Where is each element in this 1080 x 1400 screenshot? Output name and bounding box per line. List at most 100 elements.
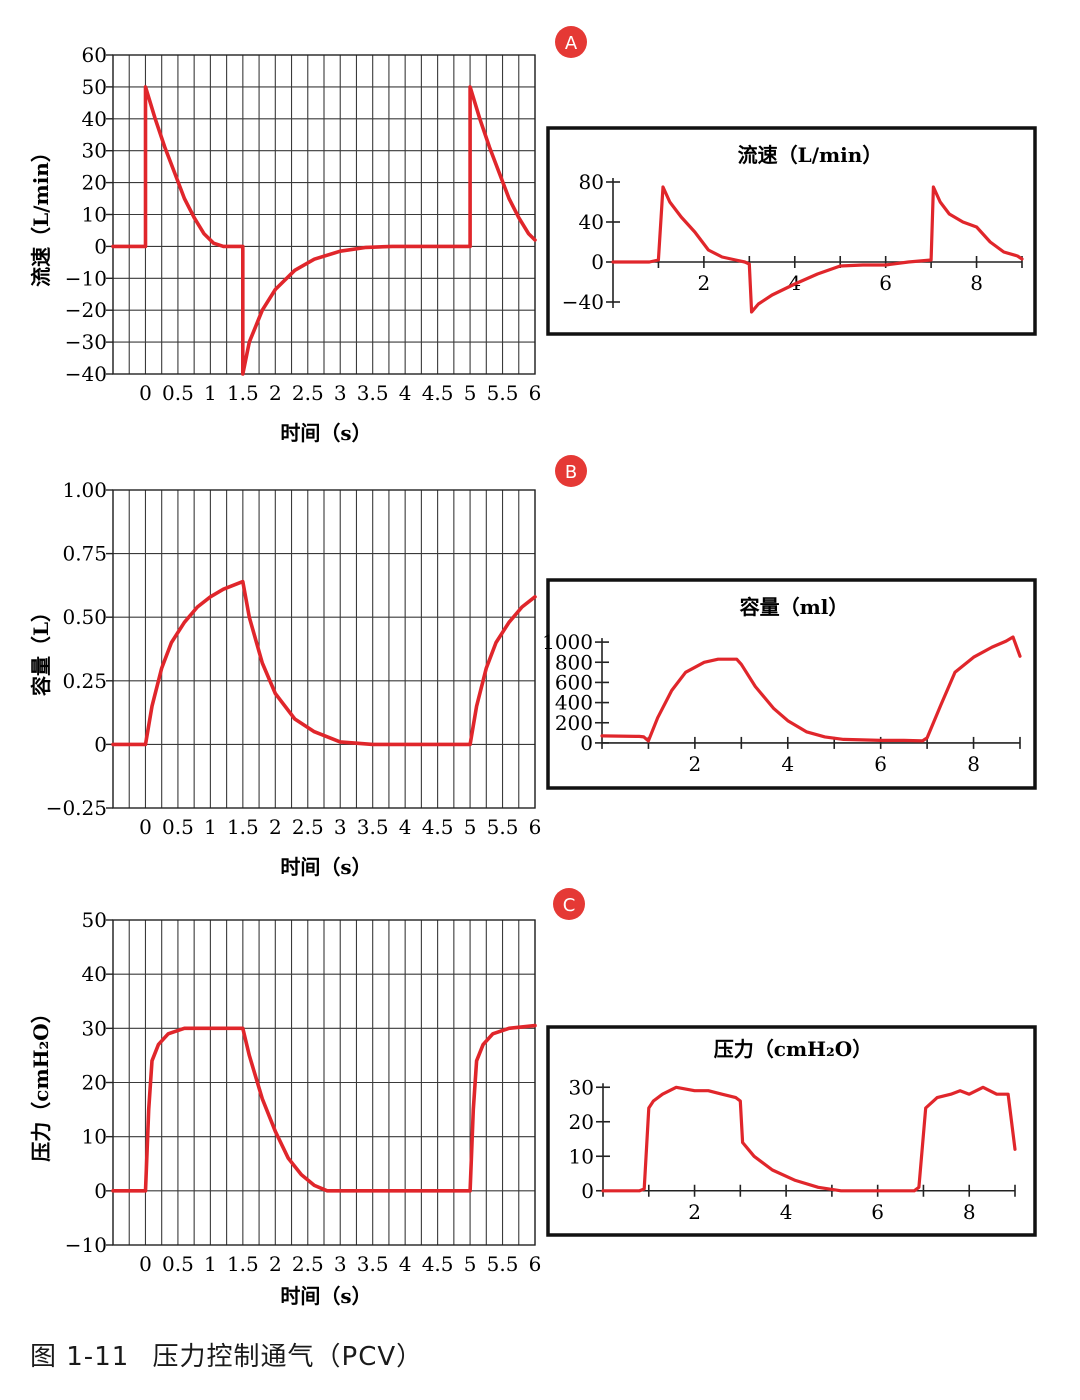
C-inset-series-line bbox=[601, 1085, 1017, 1193]
inset-x-tick-label: 2 bbox=[698, 271, 711, 295]
x-tick-label: 3.5 bbox=[357, 815, 389, 839]
inset-x-tick-label: 8 bbox=[967, 752, 980, 776]
x-tick-label: 4 bbox=[399, 815, 412, 839]
x-tick-label: 1 bbox=[204, 815, 217, 839]
inset-y-tick-label: 10 bbox=[569, 1144, 594, 1168]
x-tick-label: 5.5 bbox=[487, 381, 519, 405]
C-inset-chart: 压力（cmH₂O） 0 10 20 30 2 4 6 8 bbox=[546, 1025, 1037, 1237]
x-tick-label: 5.5 bbox=[487, 815, 519, 839]
C-main-chart: −10 0 10 20 30 40 50 0 0.5 1 1.5 2 2.5 3 3.5 4 4.5 5 5.5 6 时… bbox=[29, 888, 585, 1308]
x-tick-label: 0.5 bbox=[162, 1252, 194, 1276]
inset-y-tick-label: 0 bbox=[591, 250, 604, 274]
y-tick-label: 0.75 bbox=[62, 542, 107, 566]
y-tick-label: 10 bbox=[82, 1125, 107, 1149]
plot-frame bbox=[112, 489, 536, 809]
y-axis-label: 流速（L/min） bbox=[29, 142, 53, 287]
panel-badge-label: B bbox=[565, 462, 577, 483]
C-main-series-line bbox=[111, 1023, 537, 1193]
x-tick-label: 1 bbox=[204, 1252, 217, 1276]
panel-badge-circle bbox=[555, 455, 587, 487]
inset-y-tick-label: 40 bbox=[579, 210, 604, 234]
panel-badge-circle bbox=[553, 888, 585, 920]
inset-y-tick-label: 20 bbox=[569, 1110, 594, 1134]
x-tick-label: 4.5 bbox=[422, 381, 454, 405]
figure-title: 压力控制通气（PCV） bbox=[152, 1342, 424, 1372]
x-tick-label: 5 bbox=[464, 381, 477, 405]
A-main-chart: −40 −30 −20 −10 0 10 20 30 40 50 60 0 0.5 1 1.5 2 2.5 3 3.… bbox=[29, 26, 587, 445]
inset-x-tick-label: 4 bbox=[781, 752, 794, 776]
x-tick-label: 1.5 bbox=[227, 1252, 259, 1276]
y-tick-label: 40 bbox=[82, 962, 107, 986]
x-tick-label: 0 bbox=[139, 815, 152, 839]
inset-x-tick-label: 2 bbox=[689, 752, 702, 776]
B-inset-series-line bbox=[600, 635, 1022, 743]
y-tick-label: −40 bbox=[65, 362, 107, 386]
y-tick-label: −10 bbox=[65, 1233, 107, 1257]
x-axis-label: 时间（s） bbox=[280, 855, 371, 879]
inset-x-tick-label: 6 bbox=[871, 1200, 884, 1224]
x-tick-label: 5.5 bbox=[487, 1252, 519, 1276]
x-tick-label: 2.5 bbox=[292, 1252, 324, 1276]
y-tick-label: 50 bbox=[82, 908, 107, 932]
inset-title: 流速（L/min） bbox=[738, 143, 883, 167]
y-tick-label: 30 bbox=[82, 139, 107, 163]
x-tick-label: 1 bbox=[204, 381, 217, 405]
x-tick-label: 5 bbox=[464, 1252, 477, 1276]
x-tick-label: 3.5 bbox=[357, 1252, 389, 1276]
x-tick-label: 0.5 bbox=[162, 381, 194, 405]
x-tick-label: 4 bbox=[399, 1252, 412, 1276]
panel-badge-label: C bbox=[563, 895, 576, 916]
y-tick-label: 30 bbox=[82, 1016, 107, 1040]
x-tick-label: 2 bbox=[269, 381, 282, 405]
x-tick-label: 4 bbox=[399, 381, 412, 405]
inset-x-tick-label: 8 bbox=[963, 1200, 976, 1224]
inset-y-tick-label: 600 bbox=[555, 670, 593, 694]
inset-x-tick-label: 2 bbox=[688, 1200, 701, 1224]
inset-y-tick-label: 30 bbox=[569, 1075, 594, 1099]
inset-y-tick-label: 1000 bbox=[542, 630, 593, 654]
inset-x-tick-label: 8 bbox=[970, 271, 983, 295]
B-main-series-line bbox=[111, 579, 537, 747]
y-tick-label: 0 bbox=[94, 1179, 107, 1203]
y-tick-label: 1.00 bbox=[62, 478, 107, 502]
y-tick-label: −20 bbox=[65, 298, 107, 322]
inset-y-tick-label: 0 bbox=[580, 731, 593, 755]
x-tick-label: 0.5 bbox=[162, 815, 194, 839]
inset-title: 容量（ml） bbox=[740, 595, 849, 619]
x-tick-label: 2 bbox=[269, 815, 282, 839]
y-tick-label: 20 bbox=[82, 171, 107, 195]
inset-x-tick-label: 6 bbox=[879, 271, 892, 295]
y-axis-label: 压力（cmH₂O） bbox=[29, 1003, 53, 1161]
x-tick-label: 3.5 bbox=[357, 381, 389, 405]
inset-frame bbox=[546, 126, 1037, 336]
x-tick-label: 6 bbox=[529, 815, 542, 839]
y-tick-label: 60 bbox=[82, 43, 107, 67]
y-tick-label: 0 bbox=[94, 732, 107, 756]
inset-y-tick-label: 80 bbox=[579, 170, 604, 194]
A-inset-series-line bbox=[611, 185, 1024, 314]
x-tick-label: 4.5 bbox=[422, 815, 454, 839]
inset-frame bbox=[546, 1025, 1037, 1237]
inset-y-tick-label: 0 bbox=[581, 1179, 594, 1203]
x-tick-label: 3 bbox=[334, 1252, 347, 1276]
y-tick-label: 0.25 bbox=[62, 669, 107, 693]
x-tick-label: 1.5 bbox=[227, 815, 259, 839]
inset-x-tick-label: 6 bbox=[874, 752, 887, 776]
inset-y-tick-label: 800 bbox=[555, 650, 593, 674]
inset-frame bbox=[546, 578, 1037, 790]
inset-y-tick-label: 200 bbox=[555, 711, 593, 735]
panel-badge-circle bbox=[555, 26, 587, 58]
panel-badge-label: A bbox=[565, 33, 578, 54]
y-axis-label: 容量（L） bbox=[29, 602, 53, 696]
inset-y-tick-label: 400 bbox=[555, 691, 593, 715]
y-tick-label: −0.25 bbox=[46, 796, 107, 820]
x-tick-label: 1.5 bbox=[227, 381, 259, 405]
y-tick-label: −10 bbox=[65, 266, 107, 290]
x-tick-label: 2.5 bbox=[292, 815, 324, 839]
x-tick-label: 2 bbox=[269, 1252, 282, 1276]
figure-caption: 图 1-11 压力控制通气（PCV） bbox=[30, 1336, 437, 1373]
inset-y-tick-label: −40 bbox=[562, 290, 604, 314]
